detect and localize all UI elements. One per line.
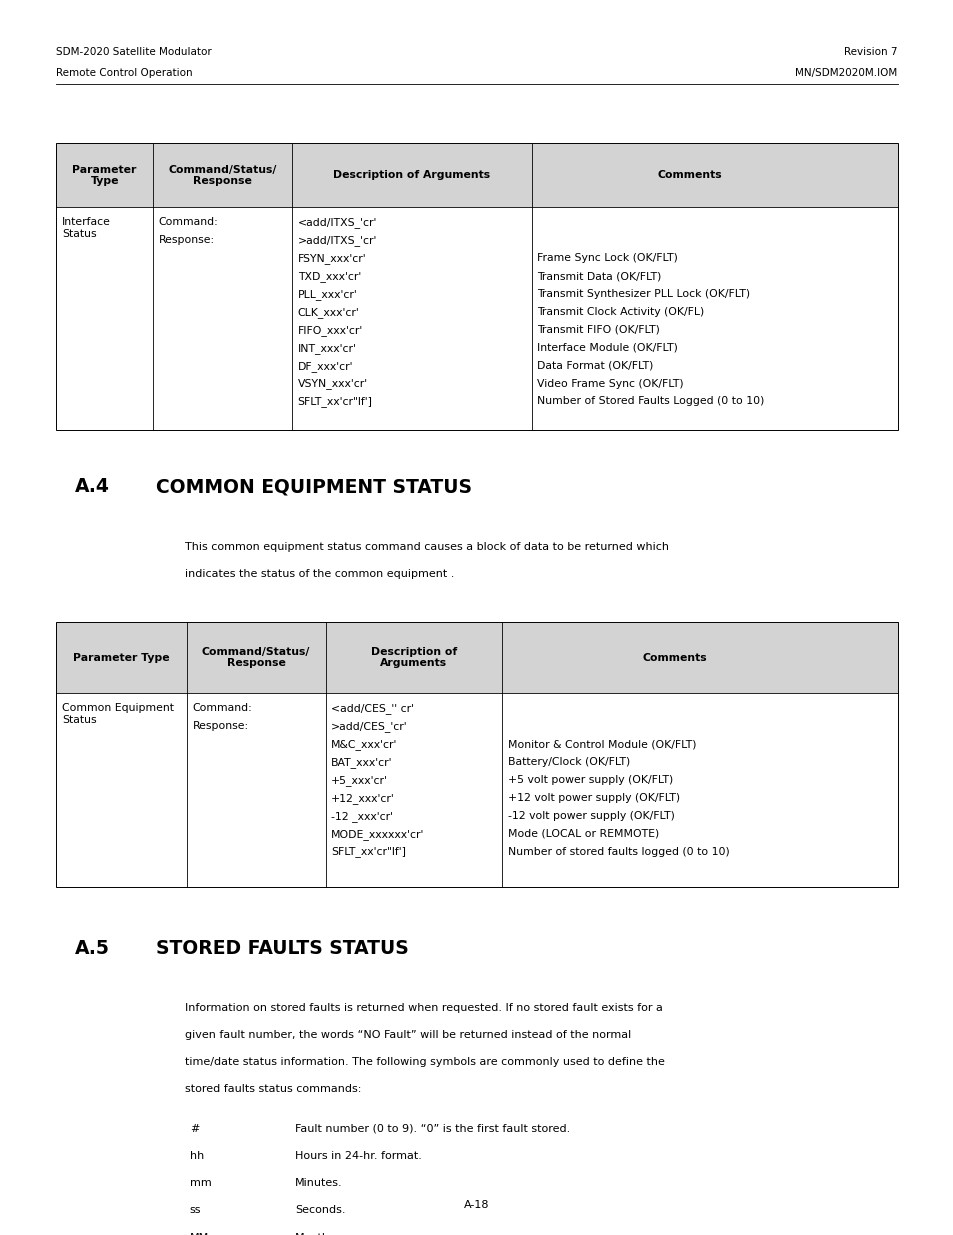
Text: Minutes.: Minutes.	[294, 1178, 342, 1188]
Text: hh: hh	[190, 1151, 204, 1161]
Text: Common Equipment
Status: Common Equipment Status	[62, 704, 173, 725]
Bar	[56, 143, 897, 207]
Text: #: #	[190, 1124, 199, 1134]
Text: CLK_xxx'cr': CLK_xxx'cr'	[297, 308, 359, 317]
Text: MM: MM	[190, 1233, 209, 1235]
Text: TXD_xxx'cr': TXD_xxx'cr'	[297, 272, 360, 282]
Text: DF_xxx'cr': DF_xxx'cr'	[297, 361, 353, 372]
Text: FIFO_xxx'cr': FIFO_xxx'cr'	[297, 325, 362, 336]
Text: Number of stored faults logged (0 to 10): Number of stored faults logged (0 to 10)	[507, 847, 729, 857]
Text: Command:: Command:	[158, 217, 218, 227]
Text: Hours in 24-hr. format.: Hours in 24-hr. format.	[294, 1151, 421, 1161]
Bar	[56, 622, 897, 694]
Text: Description of
Arguments: Description of Arguments	[371, 647, 456, 668]
Text: <add/CES_'' cr': <add/CES_'' cr'	[331, 704, 414, 714]
Text: SDM-2020 Satellite Modulator: SDM-2020 Satellite Modulator	[56, 47, 212, 57]
Text: Mode (LOCAL or REMMOTE): Mode (LOCAL or REMMOTE)	[507, 829, 659, 839]
Text: This common equipment status command causes a block of data to be returned which: This common equipment status command cau…	[185, 542, 668, 552]
Text: Data Format (OK/FLT): Data Format (OK/FLT)	[537, 361, 653, 370]
Text: Remote Control Operation: Remote Control Operation	[56, 68, 193, 78]
Text: A-18: A-18	[464, 1200, 489, 1210]
Text: mm: mm	[190, 1178, 212, 1188]
Text: +12_xxx'cr': +12_xxx'cr'	[331, 793, 395, 804]
Text: stored faults status commands:: stored faults status commands:	[185, 1084, 361, 1094]
Text: A.4: A.4	[75, 478, 111, 496]
Text: Transmit Synthesizer PLL Lock (OK/FLT): Transmit Synthesizer PLL Lock (OK/FLT)	[537, 289, 750, 299]
Text: Parameter
Type: Parameter Type	[72, 164, 136, 186]
Bar	[56, 622, 897, 887]
Text: Response:: Response:	[193, 721, 249, 731]
Text: Revision 7: Revision 7	[843, 47, 897, 57]
Text: +5_xxx'cr': +5_xxx'cr'	[331, 776, 388, 785]
Text: Video Frame Sync (OK/FLT): Video Frame Sync (OK/FLT)	[537, 379, 683, 389]
Text: Frame Sync Lock (OK/FLT): Frame Sync Lock (OK/FLT)	[537, 253, 678, 263]
Text: Description of Arguments: Description of Arguments	[333, 170, 490, 180]
Text: Command/Status/
Response: Command/Status/ Response	[168, 164, 276, 186]
Text: time/date status information. The following symbols are commonly used to define : time/date status information. The follow…	[185, 1057, 664, 1067]
Text: Transmit FIFO (OK/FLT): Transmit FIFO (OK/FLT)	[537, 325, 659, 335]
Text: M&C_xxx'cr': M&C_xxx'cr'	[331, 740, 397, 750]
Text: MODE_xxxxxx'cr': MODE_xxxxxx'cr'	[331, 829, 424, 840]
Text: >add/CES_'cr': >add/CES_'cr'	[331, 721, 408, 732]
Text: A.5: A.5	[75, 939, 111, 957]
Text: SFLT_xx'cr"lf']: SFLT_xx'cr"lf']	[297, 396, 373, 408]
Text: Seconds.: Seconds.	[294, 1205, 345, 1215]
Text: +5 volt power supply (OK/FLT): +5 volt power supply (OK/FLT)	[507, 776, 673, 785]
Text: Battery/Clock (OK/FLT): Battery/Clock (OK/FLT)	[507, 757, 630, 767]
Text: Interface
Status: Interface Status	[62, 217, 111, 238]
Bar	[56, 143, 897, 431]
Text: -12 volt power supply (OK/FLT): -12 volt power supply (OK/FLT)	[507, 811, 674, 821]
Text: -12 _xxx'cr': -12 _xxx'cr'	[331, 811, 393, 821]
Text: VSYN_xxx'cr': VSYN_xxx'cr'	[297, 379, 367, 389]
Text: Interface Module (OK/FLT): Interface Module (OK/FLT)	[537, 343, 678, 353]
Text: SFLT_xx'cr"lf']: SFLT_xx'cr"lf']	[331, 847, 406, 857]
Text: Comments: Comments	[641, 652, 706, 663]
Text: Month.: Month.	[294, 1233, 333, 1235]
Text: Comments: Comments	[657, 170, 721, 180]
Text: +12 volt power supply (OK/FLT): +12 volt power supply (OK/FLT)	[507, 793, 679, 803]
Text: indicates the status of the common equipment .: indicates the status of the common equip…	[185, 569, 454, 579]
Text: Parameter Type: Parameter Type	[73, 652, 170, 663]
Text: Number of Stored Faults Logged (0 to 10): Number of Stored Faults Logged (0 to 10)	[537, 396, 764, 406]
Text: PLL_xxx'cr': PLL_xxx'cr'	[297, 289, 357, 300]
Text: Information on stored faults is returned when requested. If no stored fault exis: Information on stored faults is returned…	[185, 1003, 662, 1013]
Text: <add/ITXS_'cr': <add/ITXS_'cr'	[297, 217, 376, 228]
Text: given fault number, the words “NO Fault” will be returned instead of the normal: given fault number, the words “NO Fault”…	[185, 1030, 631, 1040]
Text: FSYN_xxx'cr': FSYN_xxx'cr'	[297, 253, 366, 264]
Text: STORED FAULTS STATUS: STORED FAULTS STATUS	[156, 939, 409, 957]
Text: MN/SDM2020M.IOM: MN/SDM2020M.IOM	[795, 68, 897, 78]
Text: Transmit Clock Activity (OK/FL): Transmit Clock Activity (OK/FL)	[537, 308, 704, 317]
Text: >add/ITXS_'cr': >add/ITXS_'cr'	[297, 236, 376, 246]
Text: COMMON EQUIPMENT STATUS: COMMON EQUIPMENT STATUS	[156, 478, 472, 496]
Text: Response:: Response:	[158, 236, 214, 246]
Text: BAT_xxx'cr': BAT_xxx'cr'	[331, 757, 393, 768]
Text: Fault number (0 to 9). “0” is the first fault stored.: Fault number (0 to 9). “0” is the first …	[294, 1124, 570, 1134]
Text: Command:: Command:	[193, 704, 252, 714]
Text: ss: ss	[190, 1205, 201, 1215]
Text: Monitor & Control Module (OK/FLT): Monitor & Control Module (OK/FLT)	[507, 740, 696, 750]
Text: Command/Status/
Response: Command/Status/ Response	[202, 647, 310, 668]
Text: Transmit Data (OK/FLT): Transmit Data (OK/FLT)	[537, 272, 661, 282]
Text: INT_xxx'cr': INT_xxx'cr'	[297, 343, 356, 353]
